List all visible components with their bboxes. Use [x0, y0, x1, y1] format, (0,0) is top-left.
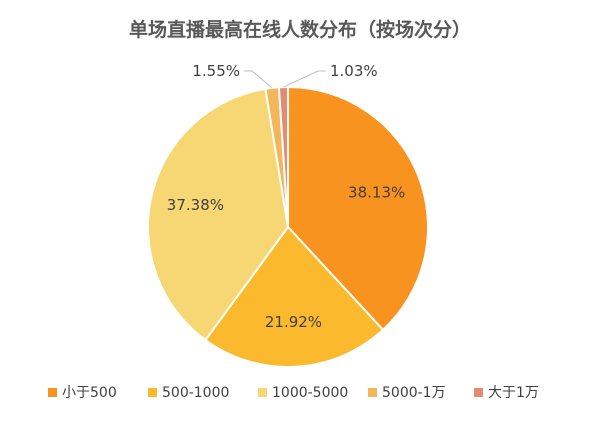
pie-slice-3 [147, 87, 290, 342]
legend-label-4: 5000-1万 [382, 385, 446, 401]
data-labels: 38.13% 21.92% 37.38% 1.55% 1.03% [167, 62, 405, 331]
legend-label-3: 1000-5000 [272, 385, 348, 401]
legend-swatch-3 [258, 388, 267, 397]
legend-item-3: 1000-5000 [258, 385, 348, 401]
leader-line-4 [244, 70, 273, 89]
legend-item-4: 5000-1万 [368, 385, 446, 401]
legend-swatch-2 [148, 388, 157, 397]
data-label-3: 37.38% [167, 196, 224, 214]
legend-item-1: 小于500 [48, 385, 117, 401]
pie-slices [147, 85, 429, 368]
legend-swatch-5 [474, 388, 483, 397]
legend-swatch-1 [48, 388, 57, 397]
chart-title: 单场直播最高在线人数分布（按场次分） [129, 18, 471, 41]
legend-swatch-4 [368, 388, 377, 397]
legend-item-5: 大于1万 [474, 385, 539, 401]
legend-label-2: 500-1000 [162, 385, 229, 401]
leader-line-5 [283, 70, 326, 88]
legend-item-2: 500-1000 [148, 385, 229, 401]
pie-slice-2 [203, 225, 385, 368]
data-label-2: 21.92% [265, 313, 322, 331]
pie-slice-1 [287, 85, 429, 332]
data-label-4: 1.55% [192, 62, 240, 80]
legend: 小于500 500-1000 1000-5000 5000-1万 大于1万 [48, 385, 539, 401]
legend-label-5: 大于1万 [488, 385, 539, 401]
legend-label-1: 小于500 [62, 385, 117, 401]
data-label-5: 1.03% [330, 62, 378, 80]
data-label-1: 38.13% [348, 183, 405, 201]
leader-lines [244, 70, 326, 89]
